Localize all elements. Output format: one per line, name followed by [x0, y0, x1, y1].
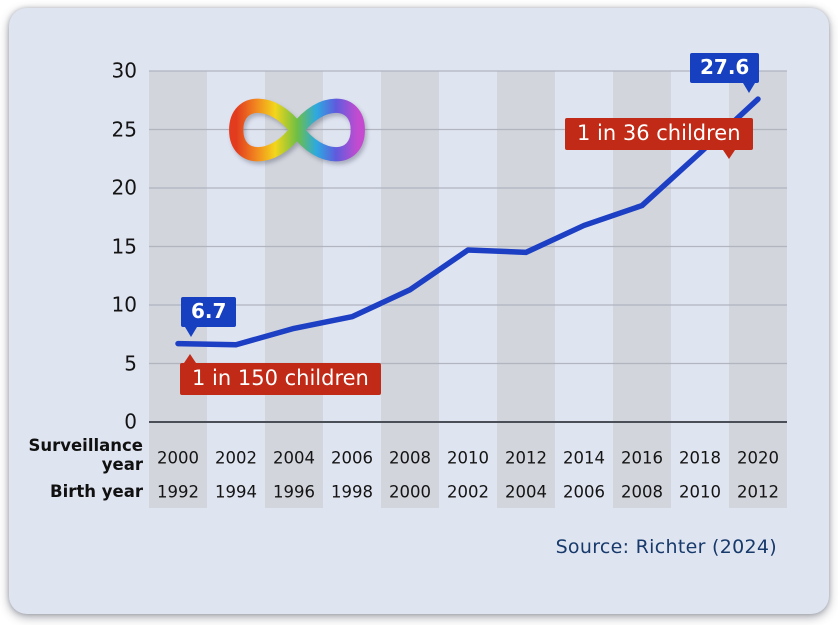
- x-tick-label: 2006: [331, 448, 373, 468]
- end-value-callout: 27.6: [690, 53, 760, 93]
- x-tick-label: 2008: [621, 482, 663, 502]
- y-tick-label: 20: [111, 175, 137, 200]
- x-tick-label: 2016: [621, 448, 663, 468]
- x-tick-label: 2020: [737, 448, 779, 468]
- y-tick-label: 15: [111, 234, 137, 259]
- x-tick-label: 2018: [679, 448, 721, 468]
- x-tick-label: 2004: [273, 448, 315, 468]
- birth-year-row: 1992 1994 1996 1998 2000 2002 2004 2006 2008 2010…: [9, 8, 829, 614]
- end-note-callout: 1 in 36 children: [565, 118, 753, 159]
- x-tick-label: 1998: [331, 482, 373, 502]
- source-credit: Source: Richter (2024): [555, 536, 777, 558]
- x-tick-label: 2002: [447, 482, 489, 502]
- x-tick-label: 2012: [505, 448, 547, 468]
- x-tick-label: 2004: [505, 482, 547, 502]
- autism-infinity-icon: [229, 98, 365, 162]
- x-tick-label: 2006: [563, 482, 605, 502]
- start-note-callout: 1 in 150 children: [180, 354, 381, 395]
- birth-year-label: Birth year: [50, 482, 143, 501]
- x-tick-label: 1992: [157, 482, 199, 502]
- x-tick-label: 2010: [447, 448, 489, 468]
- x-tick-label: 2010: [679, 482, 721, 502]
- surveillance-year-row: 2000 2002 2004 2006 2008 2010 2012 2014 2016 2018…: [9, 8, 829, 614]
- chart-card: 0 5 10 15 20 25 30 2000 2002 2004 2006 2008 2010 201…: [9, 8, 829, 614]
- y-tick-label: 30: [111, 58, 137, 83]
- y-tick-label: 10: [111, 292, 137, 317]
- y-tick-label: 5: [124, 351, 137, 376]
- x-tick-label: 1994: [215, 482, 257, 502]
- x-tick-label: 2000: [157, 448, 199, 468]
- x-tick-label: 2012: [737, 482, 779, 502]
- y-tick-label: 0: [124, 409, 137, 434]
- x-tick-label: 2014: [563, 448, 605, 468]
- x-tick-label: 2008: [389, 448, 431, 468]
- surveillance-year-label: Surveillance year: [28, 436, 143, 474]
- x-tick-label: 2000: [389, 482, 431, 502]
- y-tick-label: 25: [111, 117, 137, 142]
- y-axis: 0 5 10 15 20 25 30: [9, 8, 829, 614]
- x-tick-label: 2002: [215, 448, 257, 468]
- start-value-callout: 6.7: [181, 297, 237, 337]
- x-tick-label: 1996: [273, 482, 315, 502]
